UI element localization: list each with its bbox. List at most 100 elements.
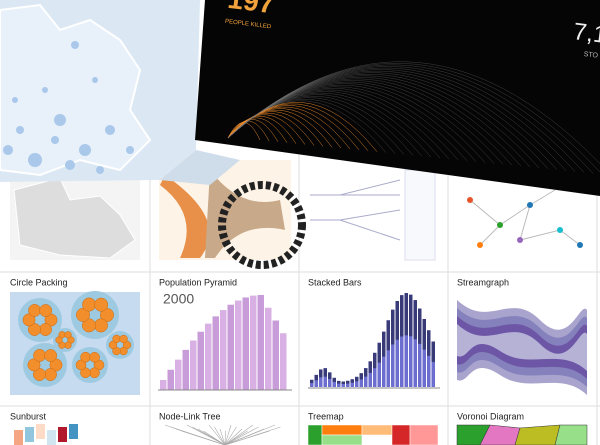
pack-leaf: [33, 368, 46, 381]
pack-leaf: [89, 367, 100, 379]
pack-leaf: [39, 323, 52, 336]
stack-bar: [323, 368, 327, 387]
stack-bar: [337, 380, 341, 387]
treemap-cell: [409, 424, 439, 445]
thumbnail-tree: [310, 169, 436, 261]
pack-leaf: [75, 359, 87, 371]
stream-layer: [457, 324, 587, 371]
cell-title: Sunburst: [10, 411, 47, 421]
pyramid-bar: [190, 340, 197, 390]
pyramid-bar: [280, 333, 287, 390]
pack-leaf: [64, 341, 72, 349]
pack-leaf: [76, 307, 90, 322]
sunburst-seg: [47, 430, 56, 445]
pack-leaf: [58, 331, 66, 339]
stack-bar-top: [359, 373, 363, 380]
stack-bar-top: [418, 308, 422, 344]
tree-link: [224, 424, 232, 445]
deaths-card-text: DEATHS IN 2013 2010 197 PEOPLE KILLED 7,…: [225, 0, 600, 60]
stack-bar-top: [404, 293, 408, 336]
stack-bar-top: [422, 318, 426, 350]
map-dot: [126, 146, 134, 154]
stack-bar-top: [355, 376, 359, 382]
stack-bar-top: [310, 379, 314, 384]
pyramid-bar: [182, 349, 189, 390]
pyramid-bar: [265, 307, 272, 390]
stack-bar-top: [346, 380, 350, 384]
map-dot: [42, 87, 48, 93]
node: [517, 237, 523, 243]
deaths-card-bg: [195, 0, 600, 196]
tree-link: [208, 424, 226, 445]
arc: [227, 61, 600, 165]
map-card-edge: [160, 150, 240, 185]
stack-bar-top: [395, 301, 399, 340]
cell-titles: Circle Packing Population Pyramid 2000 Stac…: [10, 277, 524, 421]
node: [557, 227, 563, 233]
chord-ring: [218, 181, 306, 269]
tree-link: [224, 424, 276, 445]
stack-bar-top: [319, 369, 323, 378]
pack-leaf: [27, 358, 41, 372]
stack-bar-top: [400, 295, 404, 337]
map-card: [0, 0, 240, 185]
pack-leaf: [39, 304, 53, 317]
stack-bar: [418, 308, 422, 387]
side-count: 7,1: [572, 18, 600, 49]
count-label: PEOPLE KILLED: [225, 19, 272, 31]
stack-bar: [346, 380, 350, 387]
map-dot: [54, 114, 66, 126]
map-dot: [79, 144, 91, 156]
stack-bar-top: [391, 309, 395, 345]
thumbnails: [10, 291, 588, 445]
stack-bar: [395, 301, 399, 387]
stack-bar: [350, 379, 354, 387]
pack-leaf: [94, 318, 108, 333]
map-dots: [3, 41, 134, 174]
node: [477, 242, 483, 248]
gallery-grid: [0, 150, 600, 445]
stack-bar: [427, 330, 431, 387]
voronoi-cell: [554, 424, 588, 445]
cell-caption: 2000: [163, 291, 194, 307]
stack-bar: [314, 374, 318, 387]
tree-link: [224, 428, 243, 445]
stack-bar: [409, 294, 413, 387]
stack-bar-top: [332, 377, 336, 382]
stack-bar-top: [409, 294, 413, 337]
pyramid-bar: [235, 300, 242, 390]
tree-links: [310, 179, 401, 241]
tree-link: [224, 424, 254, 445]
side-label: STO: [583, 51, 599, 60]
node: [497, 222, 503, 228]
stack-bar-top: [337, 380, 341, 384]
pyramid-bar: [175, 359, 182, 390]
stack-bar: [368, 361, 372, 387]
stack-bar-top: [323, 368, 327, 377]
chord: [160, 175, 210, 258]
map-dot: [28, 153, 42, 167]
count: 197: [226, 0, 276, 19]
pyramid-bar: [227, 304, 234, 390]
pack-leaf: [82, 297, 97, 312]
pack-leaf: [94, 297, 109, 312]
stack-bar-top: [373, 352, 377, 369]
stack-bar: [386, 320, 390, 387]
stack-bar-top: [350, 379, 354, 383]
voronoi-cell: [514, 424, 561, 445]
stack-bar: [373, 352, 377, 387]
tree-link: [181, 430, 226, 445]
node: [527, 202, 533, 208]
tree-link: [224, 430, 226, 445]
stack-bar: [341, 381, 345, 387]
stack-bar-top: [377, 342, 381, 363]
pack-leaf: [81, 318, 96, 333]
stack-bar: [413, 300, 417, 387]
stack-bar: [400, 295, 404, 387]
tree-link: [203, 430, 226, 445]
stack-bar: [364, 368, 368, 387]
map-dot: [65, 160, 75, 170]
tree-leaves: [404, 169, 436, 261]
pack-leaf: [44, 349, 58, 362]
stack-bar-top: [368, 361, 372, 373]
